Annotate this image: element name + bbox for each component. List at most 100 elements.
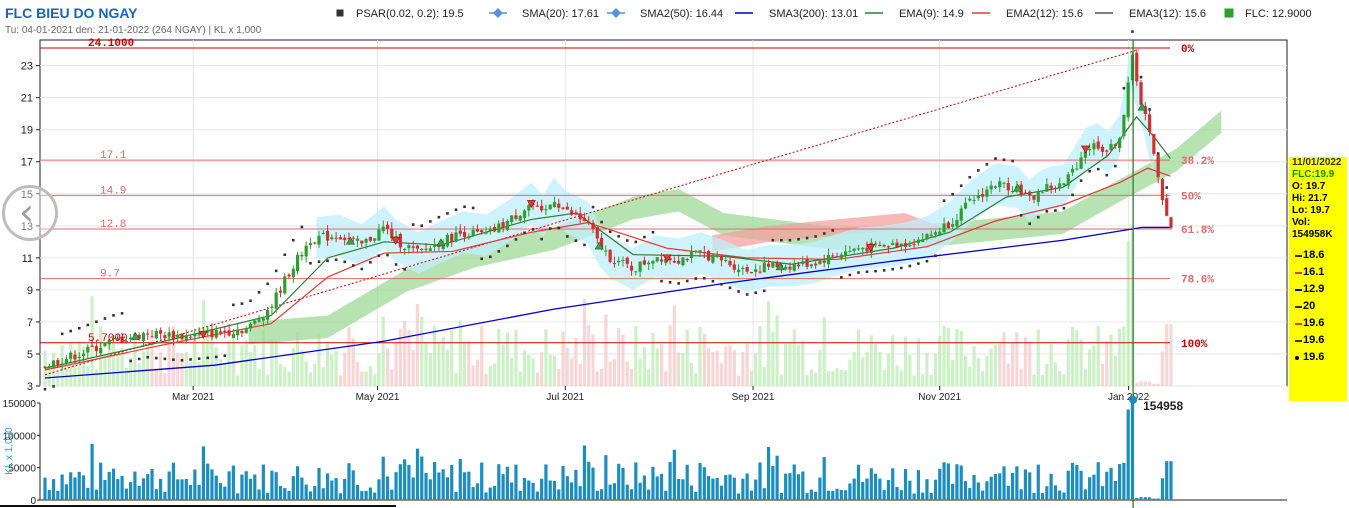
volume-bar	[873, 473, 878, 500]
candle-body	[300, 254, 304, 257]
overlay-volume-bar	[925, 352, 929, 386]
volume-bar	[124, 488, 128, 500]
volume-bar	[111, 468, 116, 500]
psar-dot	[814, 235, 817, 238]
legend-item: SMA3(200): 13.01	[735, 8, 858, 20]
overlay-volume-bar	[1165, 324, 1169, 386]
overlay-volume-bar	[146, 344, 150, 386]
overlay-volume-bar	[587, 324, 591, 386]
psar-dot	[754, 291, 758, 294]
candle-body	[184, 335, 188, 341]
candle-body	[968, 198, 972, 201]
volume-bar	[882, 490, 886, 500]
candle-body	[1045, 184, 1049, 192]
volume-bar	[664, 490, 668, 500]
overlay-volume-bar	[180, 353, 184, 386]
volume-bar	[278, 486, 283, 500]
volume-bar	[364, 490, 368, 500]
overlay-volume-bar	[557, 369, 561, 386]
overlay-volume-bar	[398, 328, 402, 386]
overlay-volume-bar	[1088, 349, 1092, 386]
volume-bar	[227, 471, 231, 500]
volume-bar	[188, 484, 193, 500]
candle-body	[240, 331, 244, 334]
psar-dot	[274, 269, 278, 273]
psar-dot	[925, 259, 929, 263]
psar-dot	[977, 169, 980, 172]
psar-dot	[583, 243, 586, 247]
psar-dot	[968, 175, 972, 179]
candle-body	[724, 259, 728, 261]
legend-label: SMA3(200): 13.01	[769, 8, 858, 20]
psar-dots	[43, 30, 1169, 391]
overlay-volume-bar	[574, 337, 578, 386]
volume-bar	[647, 489, 651, 500]
candle-body	[210, 329, 214, 338]
volume-bar	[1053, 485, 1058, 500]
overlay-volume-bar	[1015, 332, 1019, 386]
psar-dot	[574, 239, 578, 242]
volume-bar	[150, 468, 154, 500]
volume-y-tick-label: 100000	[3, 431, 37, 442]
volume-bar	[270, 470, 274, 500]
candle-body	[835, 256, 839, 258]
overlay-volume-bar	[908, 355, 912, 386]
y-tick-label: 3	[27, 381, 33, 393]
volume-bar	[899, 490, 903, 500]
candle-body	[171, 331, 176, 340]
overlay-volume-bar	[694, 373, 698, 386]
candle-body	[111, 338, 116, 340]
candle-body	[304, 245, 308, 257]
overlay-volume-bar	[822, 317, 826, 386]
volume-bar	[968, 488, 972, 500]
candle-body	[351, 237, 355, 239]
overlay-volume-bar	[176, 353, 180, 386]
overlay-volume-bar	[1070, 326, 1075, 386]
volume-bar	[201, 446, 206, 500]
info-indicator-value: 12.9	[1292, 281, 1347, 298]
overlay-volume-bar	[1143, 381, 1147, 386]
overlay-volume-bar	[951, 360, 955, 386]
candle-body	[360, 240, 364, 244]
volume-bar	[1079, 470, 1083, 500]
psar-dot	[780, 238, 783, 242]
overlay-volume-bar	[1118, 328, 1122, 386]
volume-peak-label: 154958	[1143, 399, 1183, 413]
ema9-line	[44, 115, 1171, 369]
overlay-volume-bar	[531, 358, 535, 386]
candle-body	[454, 232, 458, 242]
volume-bar	[552, 480, 557, 500]
candle-body	[719, 255, 724, 261]
psar-dot	[694, 277, 698, 280]
overlay-volume-bar	[334, 350, 338, 386]
fib-level-label: 24.1000	[88, 38, 134, 50]
overlay-volume-bar	[766, 301, 771, 386]
overlay-volume-bar	[591, 334, 595, 386]
psar-dot	[155, 356, 158, 360]
overlay-volume-bar	[64, 360, 69, 386]
candle-body	[51, 360, 56, 368]
signal-markers	[130, 102, 1147, 341]
candle-body	[411, 246, 415, 248]
legend-label: SMA(20): 17.61	[522, 8, 599, 20]
overlay-volume-bar	[56, 371, 60, 386]
candle-body	[1032, 195, 1036, 200]
candle-body	[908, 245, 912, 247]
volume-bar	[1015, 466, 1019, 500]
volume-bar	[715, 477, 719, 500]
overlay-volume-bar	[719, 363, 724, 386]
legend-label: EMA3(12): 15.6	[1129, 8, 1206, 20]
overlay-volume-bar	[214, 347, 218, 386]
overlay-volume-bar	[552, 355, 557, 386]
overlay-volume-bar	[1010, 342, 1015, 386]
overlay-volume-bar	[441, 336, 445, 386]
overlay-volume-bar	[899, 370, 903, 386]
scroll-left-button[interactable]: ‹	[2, 185, 58, 241]
dash-icon	[1295, 306, 1302, 308]
volume-bar	[959, 465, 963, 500]
overlay-volume-bar	[993, 344, 998, 386]
overlay-volume-bar	[1113, 355, 1117, 386]
overlay-volume-bar	[946, 327, 950, 386]
overlay-volume-bar	[1160, 351, 1165, 386]
overlay-volume-bar	[1105, 340, 1109, 386]
